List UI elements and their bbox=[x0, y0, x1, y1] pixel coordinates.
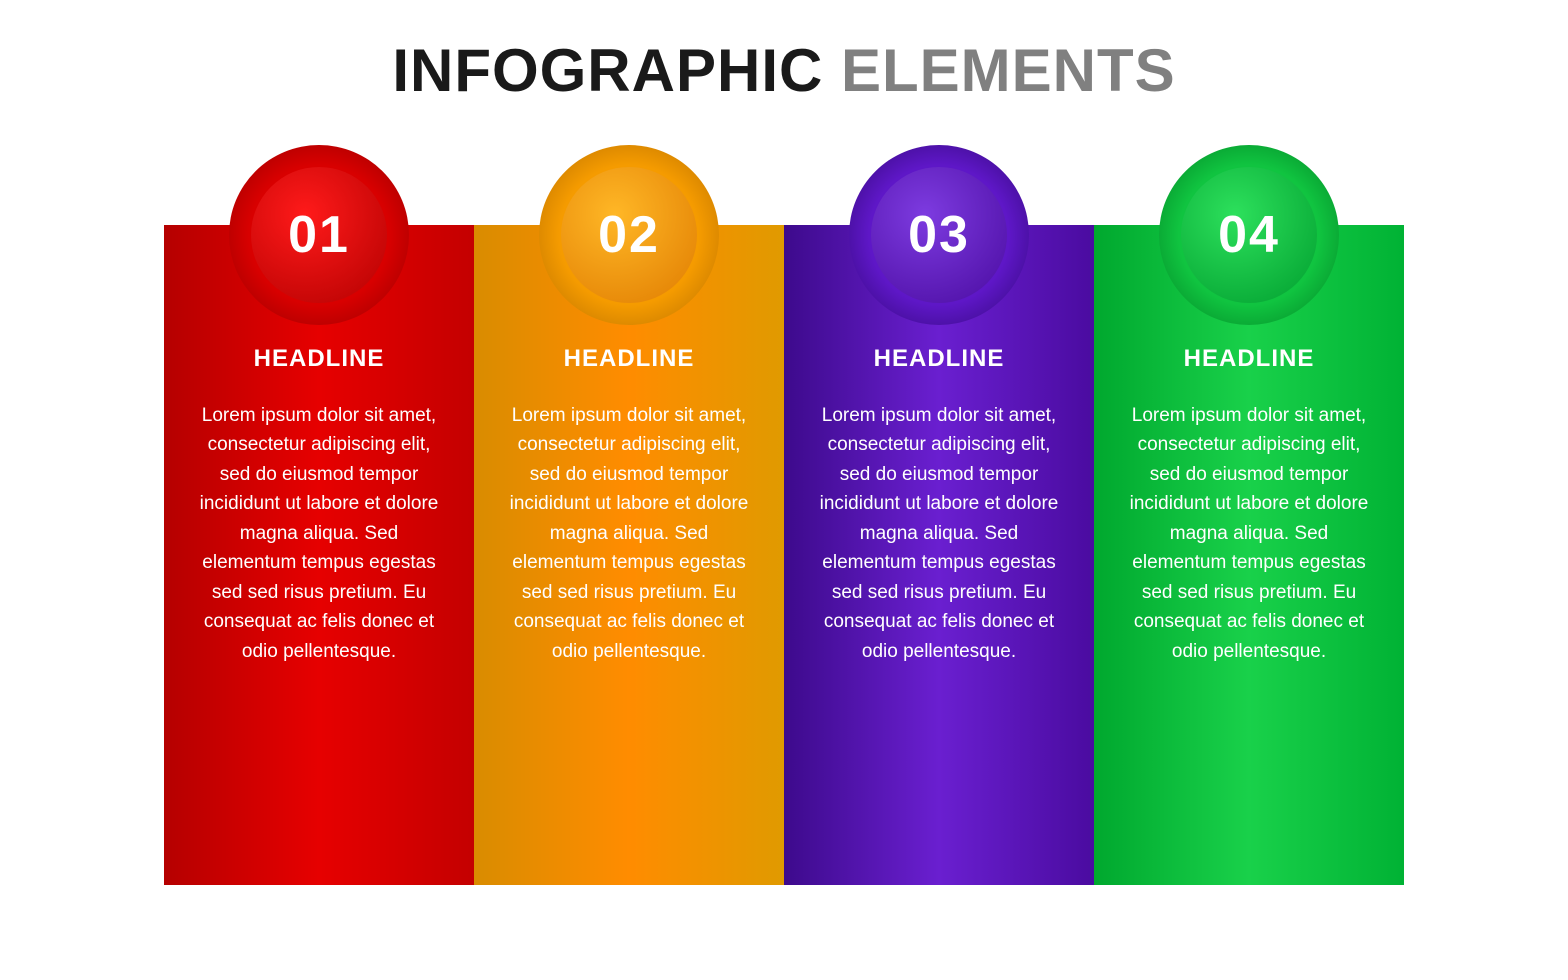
card-headline: HEADLINE bbox=[194, 345, 444, 373]
page-title: INFOGRAPHIC ELEMENTS bbox=[392, 36, 1175, 105]
infographic-page: INFOGRAPHIC ELEMENTS 01HEADLINELorem ips… bbox=[0, 0, 1568, 980]
number-circle-outer: 02 bbox=[539, 145, 719, 325]
card-body: Lorem ipsum dolor sit amet, consectetur … bbox=[1124, 401, 1374, 666]
number-circle-outer: 01 bbox=[229, 145, 409, 325]
number-circle-inner: 02 bbox=[561, 167, 697, 303]
number-circle-inner: 03 bbox=[871, 167, 1007, 303]
number-circle-outer: 03 bbox=[849, 145, 1029, 325]
card-number: 03 bbox=[908, 205, 970, 265]
title-word-1: INFOGRAPHIC bbox=[392, 37, 823, 104]
card-headline: HEADLINE bbox=[814, 345, 1064, 373]
card-2: 02HEADLINELorem ipsum dolor sit amet, co… bbox=[474, 225, 784, 885]
card-number: 04 bbox=[1218, 205, 1280, 265]
card-headline: HEADLINE bbox=[1124, 345, 1374, 373]
title-word-2: ELEMENTS bbox=[841, 37, 1176, 104]
card-headline: HEADLINE bbox=[504, 345, 754, 373]
card-body: Lorem ipsum dolor sit amet, consectetur … bbox=[814, 401, 1064, 666]
card-3: 03HEADLINELorem ipsum dolor sit amet, co… bbox=[784, 225, 1094, 885]
card-number: 01 bbox=[288, 205, 350, 265]
number-circle-inner: 04 bbox=[1181, 167, 1317, 303]
number-circle-outer: 04 bbox=[1159, 145, 1339, 325]
card-number: 02 bbox=[598, 205, 660, 265]
card-4: 04HEADLINELorem ipsum dolor sit amet, co… bbox=[1094, 225, 1404, 885]
card-1: 01HEADLINELorem ipsum dolor sit amet, co… bbox=[164, 225, 474, 885]
cards-row: 01HEADLINELorem ipsum dolor sit amet, co… bbox=[164, 225, 1404, 885]
number-circle-inner: 01 bbox=[251, 167, 387, 303]
card-body: Lorem ipsum dolor sit amet, consectetur … bbox=[504, 401, 754, 666]
card-body: Lorem ipsum dolor sit amet, consectetur … bbox=[194, 401, 444, 666]
